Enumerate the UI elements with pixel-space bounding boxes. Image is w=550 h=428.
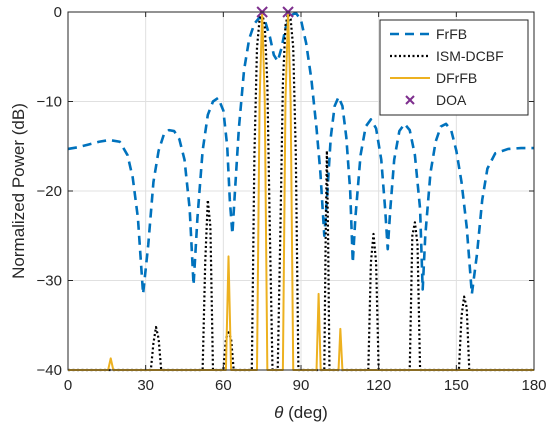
legend-label: FrFB (436, 26, 467, 42)
legend-label: ISM-DCBF (436, 48, 504, 64)
legend-item: DOA (405, 92, 467, 108)
x-axis-title: θ (deg) (274, 403, 328, 422)
y-tick-label: −40 (37, 362, 62, 379)
series-line-frfb (67, 11, 534, 296)
legend-label: DOA (436, 92, 467, 108)
legend-marker-doa (405, 95, 415, 105)
x-tick-label: 60 (215, 377, 232, 394)
y-tick-label: −10 (37, 94, 62, 111)
x-tick-label: 150 (444, 377, 469, 394)
x-tick-label: 90 (293, 377, 310, 394)
legend: FrFB ISM-DCBF DFrFB DOA (379, 19, 529, 116)
series-line-ism-dcbf (68, 12, 534, 372)
legend-label: DFrFB (436, 70, 477, 86)
legend-item: FrFB (390, 26, 467, 42)
x-tick-label: 0 (64, 377, 72, 394)
legend-item: ISM-DCBF (390, 48, 504, 64)
y-tick-label: −20 (37, 183, 62, 200)
x-tick-label: 30 (137, 377, 154, 394)
x-tick-label: 180 (521, 377, 546, 394)
x-tick-label: 120 (366, 377, 391, 394)
ticks: 0 30 60 90 120 150 180 0 −10 −20 −30 −40 (37, 4, 547, 394)
legend-box (379, 19, 529, 116)
y-tick-label: 0 (54, 4, 62, 21)
y-tick-label: −30 (37, 273, 62, 290)
y-axis-title: Normalized Power (dB) (9, 103, 28, 279)
legend-item: DFrFB (390, 70, 477, 86)
